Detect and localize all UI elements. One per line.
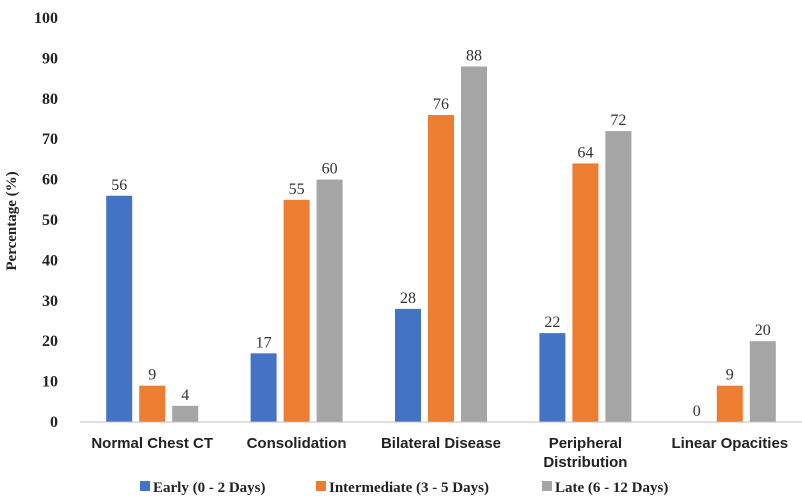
data-label: 22 bbox=[544, 314, 560, 331]
y-tick-label: 80 bbox=[42, 91, 58, 108]
bars bbox=[106, 66, 776, 423]
legend-swatch bbox=[542, 481, 552, 491]
legend-label: Late (6 - 12 Days) bbox=[555, 480, 668, 496]
bar bbox=[716, 385, 743, 422]
legend-label: Early (0 - 2 Days) bbox=[153, 480, 266, 496]
data-label: 9 bbox=[726, 367, 734, 384]
legend-swatch bbox=[140, 481, 150, 491]
bar bbox=[250, 353, 277, 422]
bar bbox=[172, 405, 199, 422]
bar bbox=[428, 114, 454, 423]
bar bbox=[139, 385, 166, 422]
data-labels: 56 9 4 17 55 60 28 76 88 22 64 72 0 9 20 bbox=[111, 47, 771, 420]
x-tick-label: Normal Chest CT bbox=[91, 435, 213, 452]
y-axis: 0 10 20 30 40 50 60 70 80 90 100 bbox=[34, 10, 58, 431]
bar bbox=[283, 199, 310, 422]
bar bbox=[605, 131, 632, 422]
y-tick-label: 10 bbox=[42, 374, 58, 391]
data-label: 0 bbox=[693, 403, 701, 420]
legend: Early (0 - 2 Days) Intermediate (3 - 5 Da… bbox=[140, 480, 668, 496]
data-label: 64 bbox=[577, 144, 593, 161]
data-label: 72 bbox=[610, 112, 626, 129]
bar bbox=[461, 66, 487, 422]
bar bbox=[395, 308, 421, 422]
data-label: 56 bbox=[111, 177, 127, 194]
x-tick-label: Consolidation bbox=[247, 435, 347, 452]
bar bbox=[316, 179, 343, 422]
y-tick-label: 50 bbox=[42, 212, 58, 229]
data-label: 76 bbox=[433, 96, 449, 113]
x-tick-label: Distribution bbox=[543, 454, 627, 471]
legend-swatch bbox=[316, 481, 326, 491]
x-tick-label: Linear Opacities bbox=[671, 435, 788, 452]
x-axis: Normal Chest CT Consolidation Bilateral Di… bbox=[91, 435, 788, 471]
legend-label: Intermediate (3 - 5 Days) bbox=[329, 480, 489, 496]
x-tick-label: Peripheral bbox=[549, 435, 622, 452]
y-tick-label: 40 bbox=[42, 252, 58, 269]
y-tick-label: 100 bbox=[34, 10, 58, 27]
y-tick-label: 70 bbox=[42, 131, 58, 148]
data-label: 9 bbox=[148, 367, 156, 384]
data-label: 20 bbox=[755, 322, 771, 339]
y-tick-label: 20 bbox=[42, 333, 58, 350]
data-label: 55 bbox=[289, 181, 305, 198]
bar bbox=[572, 163, 599, 422]
y-tick-label: 30 bbox=[42, 293, 58, 310]
y-tick-label: 90 bbox=[42, 50, 58, 67]
x-tick-label: Bilateral Disease bbox=[381, 435, 501, 452]
bar bbox=[539, 333, 566, 422]
data-label: 88 bbox=[466, 47, 482, 64]
data-label: 17 bbox=[256, 334, 272, 351]
data-label: 4 bbox=[181, 387, 189, 404]
bar bbox=[749, 341, 776, 422]
bar bbox=[106, 195, 133, 422]
y-tick-label: 0 bbox=[50, 414, 58, 431]
y-axis-label: Percentage (%) bbox=[4, 171, 20, 270]
y-tick-label: 60 bbox=[42, 172, 58, 189]
data-label: 28 bbox=[400, 290, 416, 307]
data-label: 60 bbox=[322, 161, 338, 178]
